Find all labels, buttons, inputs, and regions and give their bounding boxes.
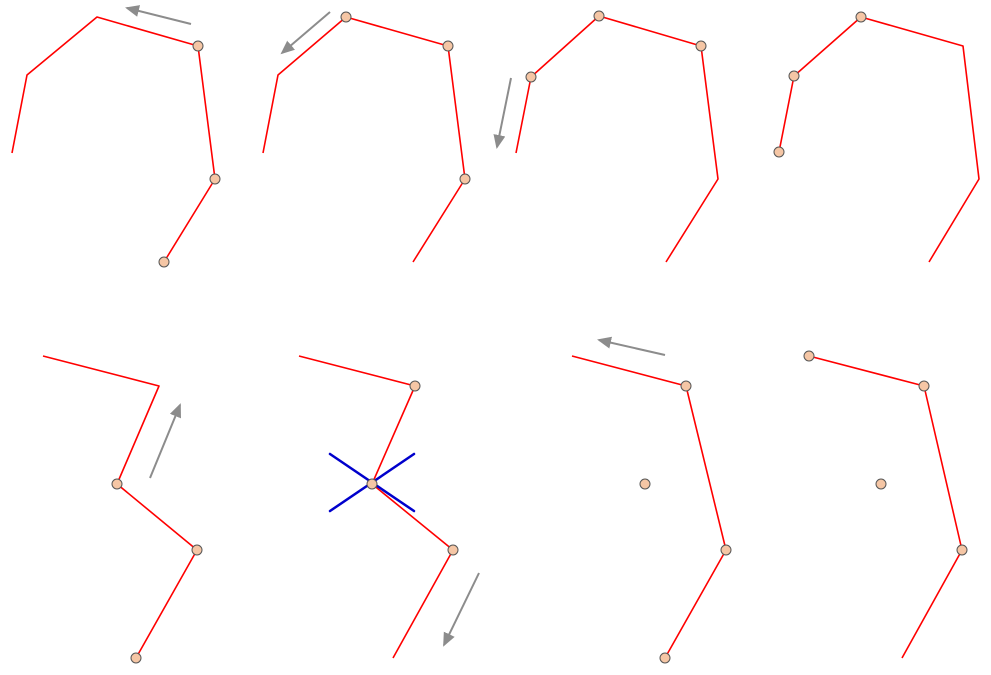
vertex-node[interactable] <box>525 71 537 83</box>
vertex-node[interactable] <box>680 380 692 392</box>
polyline-edge <box>778 16 980 263</box>
polyline-edge <box>11 16 216 263</box>
vertex-node[interactable] <box>855 11 867 23</box>
vertex-node[interactable] <box>659 652 671 664</box>
direction-arrow <box>149 403 181 479</box>
vertex-node[interactable] <box>695 40 707 52</box>
panel-step-5 <box>42 355 203 664</box>
direction-arrow <box>125 5 192 25</box>
vertex-node[interactable] <box>639 478 651 490</box>
vertex-node[interactable] <box>130 652 142 664</box>
vertex-node[interactable] <box>366 478 378 490</box>
vertex-node[interactable] <box>956 544 968 556</box>
direction-arrow <box>597 336 666 356</box>
panel-step-6 <box>298 355 480 659</box>
polyline-edge <box>298 355 454 659</box>
polyline-edge <box>808 355 963 659</box>
vertex-node[interactable] <box>459 173 471 185</box>
direction-arrow <box>493 77 512 149</box>
vertex-node[interactable] <box>192 40 204 52</box>
vertex-node[interactable] <box>803 350 815 362</box>
panel-step-7 <box>571 336 732 664</box>
vertex-node[interactable] <box>191 544 203 556</box>
vertex-node[interactable] <box>788 70 800 82</box>
vertex-node[interactable] <box>918 380 930 392</box>
panel-step-4 <box>773 11 980 263</box>
vertex-node[interactable] <box>158 256 170 268</box>
vertex-node[interactable] <box>409 380 421 392</box>
vertex-node[interactable] <box>773 146 785 158</box>
direction-arrow <box>443 572 480 647</box>
polyline-edge <box>571 355 727 659</box>
vertex-node[interactable] <box>720 544 732 556</box>
panel-step-2 <box>262 11 471 263</box>
vertex-node[interactable] <box>340 11 352 23</box>
polyline-edge <box>515 15 719 263</box>
vertex-node[interactable] <box>111 478 123 490</box>
vertex-node[interactable] <box>447 544 459 556</box>
panel-step-3 <box>493 10 719 263</box>
vertex-node[interactable] <box>442 40 454 52</box>
panel-step-8 <box>803 350 968 659</box>
vertex-node[interactable] <box>593 10 605 22</box>
vertex-node[interactable] <box>875 478 887 490</box>
panel-step-1 <box>11 5 221 268</box>
vertex-node[interactable] <box>209 173 221 185</box>
direction-arrow <box>280 11 331 55</box>
polyline-edge <box>262 16 466 263</box>
polyline-edge <box>42 355 198 659</box>
